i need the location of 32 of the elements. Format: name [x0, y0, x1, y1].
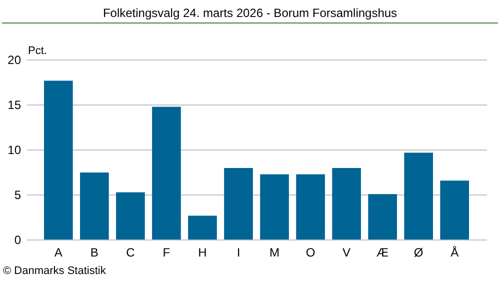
- x-tick-label: H: [198, 246, 207, 260]
- x-tick-label: F: [162, 246, 170, 260]
- x-tick-label: Æ: [376, 246, 389, 260]
- bar: [224, 168, 253, 240]
- x-tick-label: Å: [450, 246, 459, 260]
- bar: [44, 80, 73, 240]
- x-tick-label: V: [342, 246, 351, 260]
- bar: [152, 106, 181, 240]
- bar: [296, 174, 325, 240]
- x-tick-label: A: [54, 246, 62, 260]
- y-tick-label: 20: [8, 52, 22, 67]
- text: © Danmarks Statistik: [3, 265, 106, 277]
- bar: [116, 192, 145, 240]
- x-tick-label: I: [236, 246, 240, 260]
- y-tick-label: 10: [8, 142, 22, 157]
- bar: [332, 168, 361, 240]
- y-tick-label: 0: [14, 232, 22, 247]
- bar: [368, 194, 397, 240]
- x-tick-label: M: [270, 246, 280, 260]
- y-tick-label: 15: [8, 98, 22, 112]
- bar: [440, 180, 469, 240]
- x-tick-label: O: [306, 246, 316, 260]
- bar: [80, 172, 109, 240]
- x-tick-label: B: [90, 246, 98, 260]
- bar: [260, 174, 289, 240]
- x-tick-label: Ø: [414, 246, 424, 260]
- y-tick-label: 5: [14, 188, 22, 202]
- chart-title: Folketingsvalg 24. marts 2026 - Borum Forsamlingshus: [102, 6, 398, 20]
- bar: [188, 216, 217, 240]
- x-tick-label: C: [126, 246, 136, 260]
- y-axis-title: Pct.: [28, 45, 47, 57]
- bar: [404, 152, 433, 240]
